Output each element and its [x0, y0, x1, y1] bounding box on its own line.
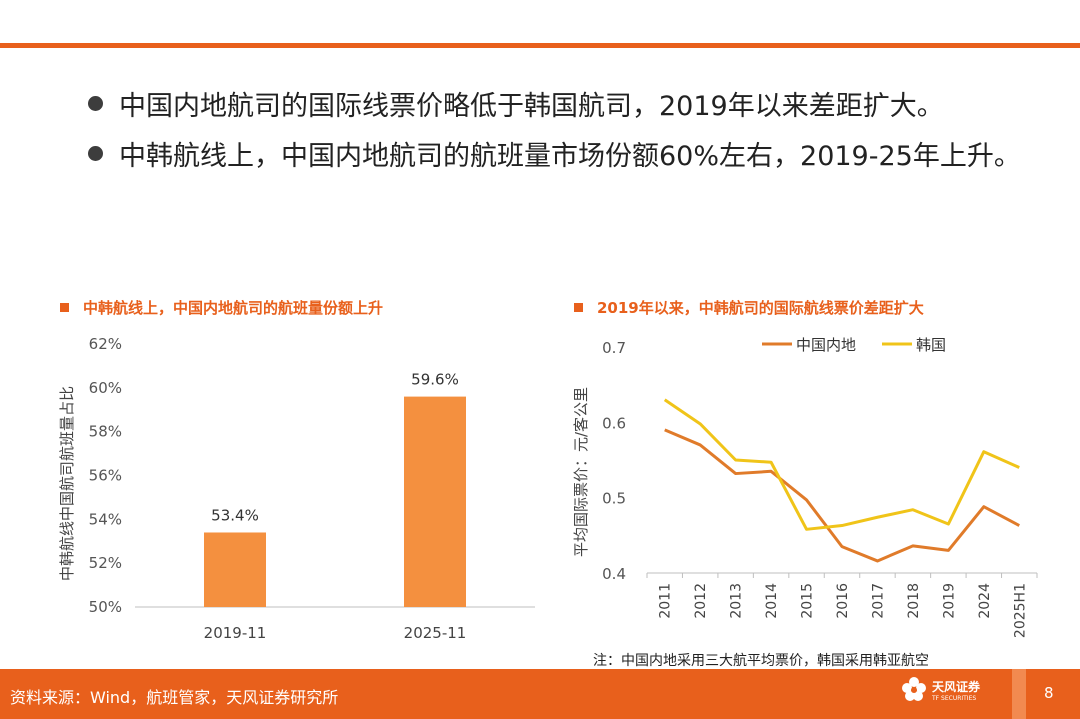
bar-chart-title: 中韩航线上，中国内地航司的航班量份额上升	[60, 297, 383, 318]
bar-chart: 50% 52% 54% 56% 58% 60% 62% 53.4% 2019-11 59.6% 20…	[58, 335, 535, 642]
bar	[204, 532, 266, 607]
x-tick-label: 2018	[906, 583, 922, 619]
legend-label: 韩国	[916, 336, 946, 354]
x-tick-label: 2019-11	[204, 624, 267, 642]
logo-name: 天风证券	[932, 680, 981, 694]
bullet-item: 中韩航线上，中国内地航司的航班量市场份额60%左右，2019-25年上升。	[88, 128, 1068, 178]
y-tick-label: 0.5	[602, 490, 626, 508]
y-tick-label: 54%	[89, 510, 122, 528]
y-tick-label: 58%	[89, 423, 122, 441]
y-tick-label: 0.6	[602, 414, 626, 432]
chart-note: 注：中国内地采用三大航平均票价，韩国采用韩亚航空	[593, 653, 929, 669]
company-logo: 天风证券 TF SECURITIES	[900, 675, 980, 705]
x-tick-label: 2013	[729, 583, 745, 619]
source-text: 资料来源：Wind，航班管家，天风证券研究所	[10, 688, 339, 707]
bullet-dot-icon	[88, 145, 103, 161]
series-line-kr	[663, 398, 1020, 531]
x-tick-label: 2025-11	[404, 624, 467, 642]
x-tick-label: 2012	[693, 583, 709, 619]
x-tick-label: 2014	[764, 583, 780, 619]
series-line-cn	[664, 428, 1020, 563]
line-chart-title: 2019年以来，中韩航司的国际航线票价差距扩大	[574, 297, 924, 318]
x-tick-label: 2011	[658, 583, 674, 619]
y-axis-label: 中韩航线中国航司航班量占比	[58, 386, 76, 581]
y-tick-label: 0.7	[602, 339, 626, 357]
bullet-text: 中国内地航司的国际线票价略低于韩国航司，2019年以来差距扩大。	[119, 90, 944, 122]
y-tick-label: 50%	[89, 598, 122, 616]
y-tick-label: 52%	[89, 554, 122, 572]
x-tick-label: 2019	[941, 583, 957, 619]
square-bullet-icon	[574, 303, 583, 312]
flower-logo-icon	[902, 677, 926, 701]
bullet-dot-icon	[88, 95, 103, 111]
bar-chart-title-text: 中韩航线上，中国内地航司的航班量份额上升	[83, 299, 384, 317]
y-tick-label: 62%	[89, 335, 122, 353]
y-tick-label: 60%	[89, 379, 122, 397]
line-chart-title-text: 2019年以来，中韩航司的国际航线票价差距扩大	[597, 299, 924, 317]
data-label: 53.4%	[211, 506, 259, 524]
x-tick-label: 2015	[800, 583, 816, 619]
x-tick-label: 2025H1	[1012, 583, 1028, 638]
footer-bar: 资料来源：Wind，航班管家，天风证券研究所 天风证券 TF SECURITIE…	[0, 669, 1080, 719]
logo-subtitle: TF SECURITIES	[932, 695, 977, 702]
footer-stripe	[1012, 669, 1026, 719]
y-tick-label: 56%	[89, 467, 122, 485]
y-tick-label: 0.4	[602, 565, 626, 583]
x-tick-label: 2016	[835, 583, 851, 619]
bullet-item: 中国内地航司的国际线票价略低于韩国航司，2019年以来差距扩大。	[88, 78, 1068, 128]
square-bullet-icon	[60, 303, 69, 312]
data-label: 59.6%	[411, 371, 459, 389]
page-number: 8	[1044, 684, 1054, 702]
x-tick-label: 2017	[870, 583, 886, 619]
top-accent-rule	[0, 43, 1080, 48]
bar	[404, 396, 466, 607]
line-chart: 0.4 0.5 0.6 0.7 2011 2012 2013 2014 2015 2016 2017…	[572, 336, 1038, 638]
y-axis-label: 平均国际票价：元/客公里	[572, 387, 590, 557]
bullet-list: 中国内地航司的国际线票价略低于韩国航司，2019年以来差距扩大。 中韩航线上，中…	[88, 78, 1068, 178]
bullet-text: 中韩航线上，中国内地航司的航班量市场份额60%左右，2019-25年上升。	[119, 140, 1021, 172]
x-tick-label: 2024	[977, 583, 993, 619]
legend-label: 中国内地	[796, 336, 856, 354]
